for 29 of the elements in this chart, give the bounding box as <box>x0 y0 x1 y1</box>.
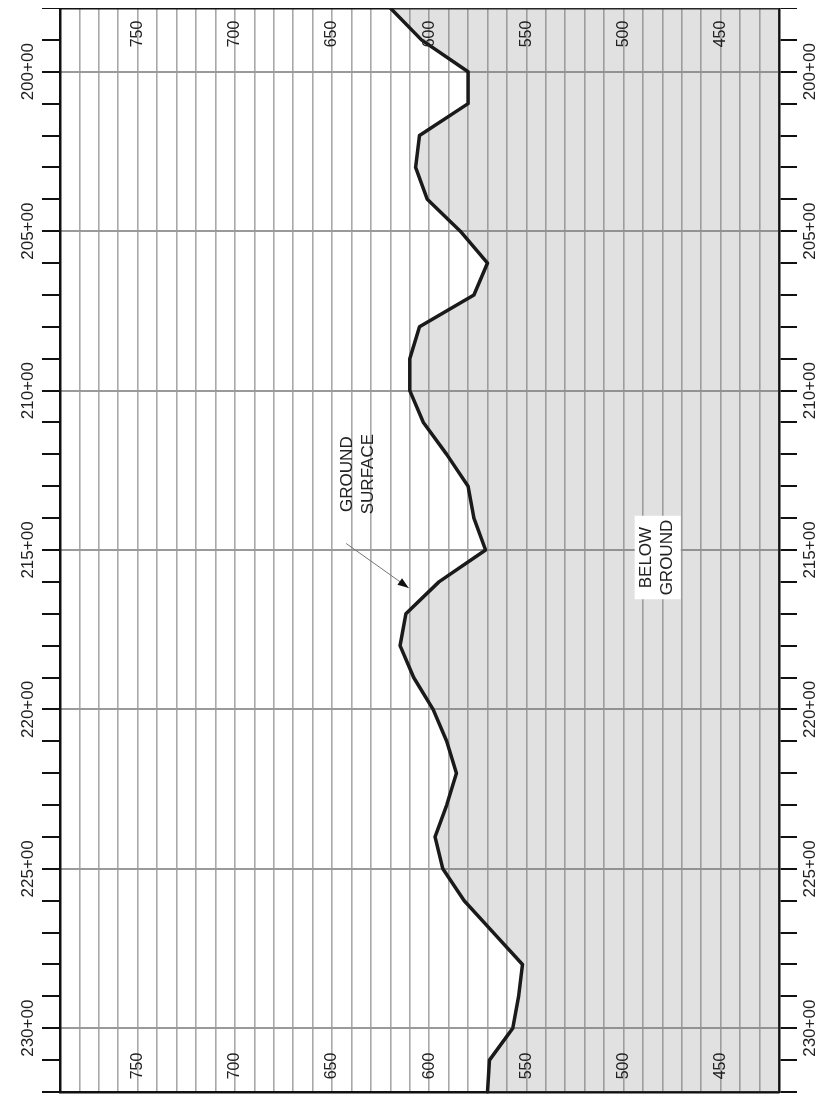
x2-tick-label: 750 <box>128 1052 146 1080</box>
y-tick-label: 215+00 <box>799 521 819 579</box>
x2-tick-label: 450 <box>711 1052 729 1080</box>
x-tick-label: 700 <box>225 20 243 48</box>
category-label: 230+00 <box>17 999 37 1057</box>
y-tick-label: 210+00 <box>799 361 819 420</box>
x2-tick-label: 700 <box>225 1052 243 1080</box>
category-label: 210+00 <box>17 361 37 420</box>
y-tick-label: 225+00 <box>799 840 819 898</box>
y-tick-label: 220+00 <box>799 680 819 739</box>
category-label: 200+00 <box>17 43 37 101</box>
x2-tick-label: 650 <box>322 1052 340 1080</box>
x-tick-label: 500 <box>613 20 631 48</box>
x-tick-label: 550 <box>516 20 534 48</box>
x-tick-label: 750 <box>128 20 146 48</box>
y-tick-label: 200+00 <box>799 43 819 101</box>
category-label: 215+00 <box>17 521 37 579</box>
x-tick-label: 650 <box>322 20 340 48</box>
x2-tick-label: 600 <box>419 1052 437 1080</box>
category-label: 225+00 <box>17 840 37 898</box>
category-label: 220+00 <box>17 680 37 739</box>
y-tick-label: 205+00 <box>799 202 819 260</box>
x-tick-label: 450 <box>711 20 729 48</box>
y-tick-label: 230+00 <box>799 999 819 1057</box>
category-label: 205+00 <box>17 202 37 260</box>
annotation: BELOW GROUND <box>636 519 677 596</box>
x2-tick-label: 500 <box>613 1052 631 1080</box>
annotation: GROUND SURFACE <box>337 433 378 515</box>
x2-tick-label: 550 <box>516 1052 534 1080</box>
